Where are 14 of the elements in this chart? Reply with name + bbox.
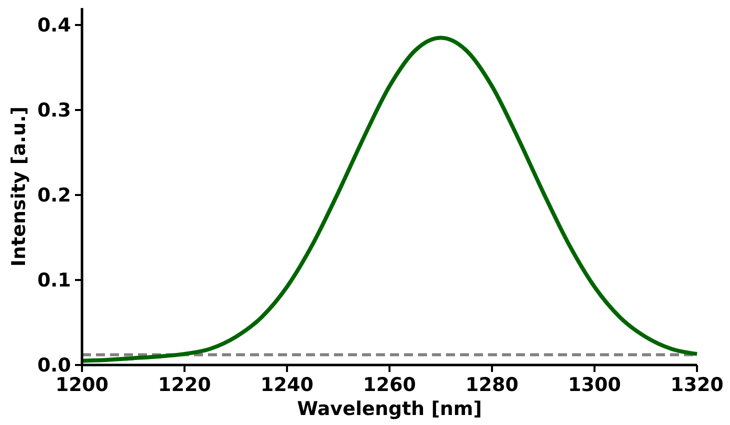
- x-tick-label: 1200: [56, 374, 108, 396]
- y-tick-label: 0.3: [37, 100, 71, 122]
- y-axis-title: Intensity [a.u.]: [8, 106, 30, 267]
- x-tick-label: 1300: [568, 374, 621, 396]
- x-tick-label: 1260: [363, 374, 416, 396]
- y-tick-label: 0.4: [37, 14, 71, 37]
- x-tick-label: 1240: [260, 374, 314, 396]
- x-tick-label: 1280: [466, 374, 518, 396]
- x-axis-title: Wavelength [nm]: [297, 398, 482, 420]
- x-tick-label: 1320: [670, 374, 724, 396]
- y-tick-label: 0.0: [37, 354, 71, 377]
- x-tick-label: 1220: [158, 374, 211, 396]
- y-tick-label: 0.1: [37, 270, 71, 292]
- y-tick-label: 0.2: [37, 184, 71, 207]
